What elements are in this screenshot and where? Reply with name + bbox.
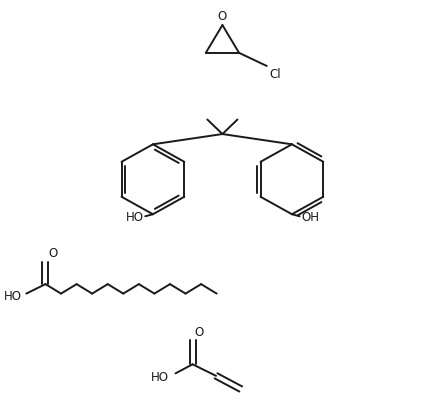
- Text: HO: HO: [4, 290, 22, 302]
- Text: O: O: [48, 247, 57, 260]
- Text: HO: HO: [151, 370, 169, 383]
- Text: OH: OH: [301, 210, 319, 223]
- Text: Cl: Cl: [269, 68, 281, 81]
- Text: O: O: [194, 325, 204, 339]
- Text: HO: HO: [125, 210, 143, 223]
- Text: O: O: [218, 10, 227, 23]
